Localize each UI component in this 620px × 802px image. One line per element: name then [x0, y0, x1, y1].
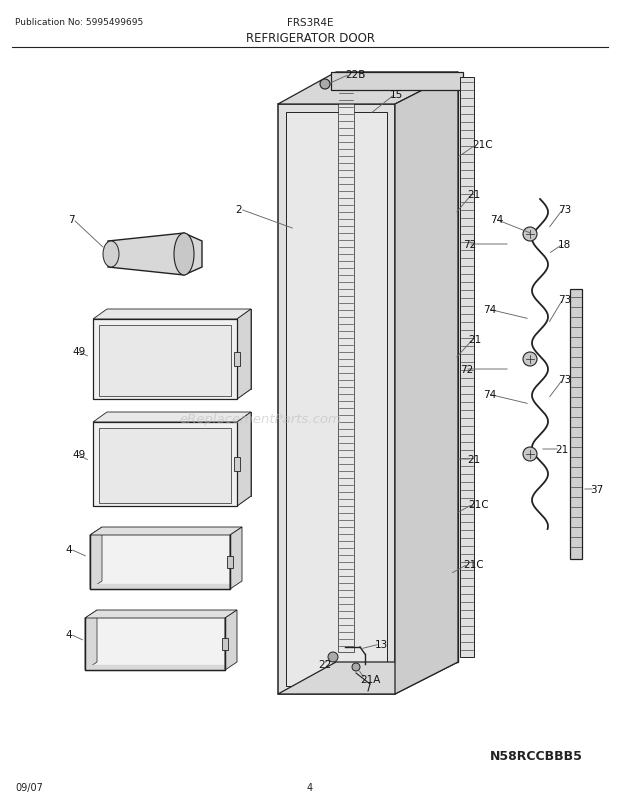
Text: 72: 72 [463, 240, 476, 249]
Polygon shape [93, 390, 251, 399]
Polygon shape [90, 528, 242, 535]
Text: 21A: 21A [360, 674, 381, 684]
Circle shape [523, 448, 537, 461]
FancyBboxPatch shape [570, 290, 582, 559]
FancyBboxPatch shape [338, 83, 354, 652]
Circle shape [523, 228, 537, 241]
Text: 18: 18 [558, 240, 571, 249]
FancyBboxPatch shape [234, 457, 240, 472]
FancyBboxPatch shape [234, 353, 240, 367]
Text: 4: 4 [65, 630, 72, 639]
Text: 21: 21 [468, 334, 481, 345]
Polygon shape [108, 233, 202, 276]
Polygon shape [85, 610, 97, 670]
Polygon shape [237, 412, 251, 506]
Polygon shape [107, 412, 251, 496]
Polygon shape [230, 528, 242, 589]
Text: 73: 73 [558, 294, 571, 305]
Polygon shape [237, 310, 251, 399]
Polygon shape [346, 83, 448, 652]
Polygon shape [286, 113, 387, 687]
FancyBboxPatch shape [227, 557, 233, 569]
Text: 21: 21 [555, 444, 569, 455]
Polygon shape [99, 428, 231, 504]
Circle shape [320, 80, 330, 90]
Text: 2: 2 [235, 205, 242, 215]
Polygon shape [90, 535, 230, 589]
Text: 22B: 22B [345, 70, 365, 80]
FancyBboxPatch shape [222, 638, 228, 650]
Text: 21C: 21C [468, 500, 489, 509]
Text: REFRIGERATOR DOOR: REFRIGERATOR DOOR [246, 32, 374, 45]
Polygon shape [93, 320, 237, 399]
Polygon shape [278, 105, 395, 695]
Circle shape [523, 353, 537, 367]
Text: 15: 15 [390, 90, 403, 100]
Text: 74: 74 [483, 305, 496, 314]
Text: 72: 72 [460, 365, 473, 375]
Text: 13: 13 [375, 639, 388, 649]
Circle shape [328, 652, 338, 662]
Polygon shape [93, 423, 237, 506]
Text: FRS3R4E: FRS3R4E [286, 18, 334, 28]
Ellipse shape [103, 241, 119, 268]
Text: 49: 49 [72, 346, 86, 357]
Polygon shape [93, 496, 251, 506]
Polygon shape [90, 528, 102, 589]
Polygon shape [85, 610, 237, 618]
Text: 21C: 21C [463, 559, 484, 569]
Polygon shape [93, 310, 251, 320]
Text: 21: 21 [467, 455, 480, 464]
Text: Publication No: 5995499695: Publication No: 5995499695 [15, 18, 143, 27]
Text: 74: 74 [490, 215, 503, 225]
Polygon shape [336, 73, 458, 662]
Ellipse shape [174, 233, 194, 276]
Polygon shape [90, 585, 230, 589]
Polygon shape [107, 310, 251, 390]
Polygon shape [395, 73, 458, 695]
Polygon shape [331, 73, 463, 91]
Text: 73: 73 [558, 375, 571, 384]
Text: N58RCCBBB5: N58RCCBBB5 [490, 749, 583, 762]
Polygon shape [99, 326, 231, 396]
Polygon shape [85, 618, 225, 670]
Text: 37: 37 [590, 484, 603, 494]
Text: 73: 73 [558, 205, 571, 215]
Text: 4: 4 [307, 782, 313, 792]
Polygon shape [85, 665, 225, 670]
Text: 74: 74 [483, 390, 496, 399]
Text: 49: 49 [72, 449, 86, 460]
Text: 21C: 21C [472, 140, 493, 150]
FancyBboxPatch shape [460, 78, 474, 657]
Polygon shape [225, 610, 237, 670]
Text: 09/07: 09/07 [15, 782, 43, 792]
Polygon shape [278, 662, 458, 695]
Polygon shape [93, 412, 251, 423]
Polygon shape [278, 73, 458, 105]
Text: 7: 7 [68, 215, 74, 225]
Circle shape [352, 663, 360, 671]
Text: 22: 22 [318, 659, 331, 669]
Text: 4: 4 [65, 545, 72, 554]
Text: 21: 21 [467, 190, 480, 200]
Text: eReplacementParts.com: eReplacementParts.com [179, 413, 341, 426]
